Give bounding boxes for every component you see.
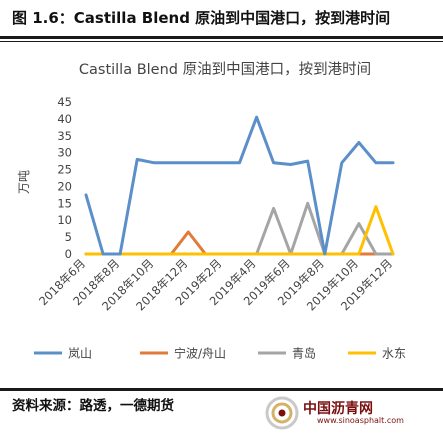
watermark: 中国沥青网 www.sinoasphalt.com (265, 396, 435, 432)
chart-title: Castilla Blend 原油到中国港口，按到港时间 (79, 61, 371, 78)
source-note: 资料来源：路透，一德期货 (12, 398, 174, 414)
watermark-name: 中国沥青网 (303, 401, 373, 417)
series-line-3 (84, 205, 395, 256)
y-axis-label: 万吨 (17, 170, 31, 194)
y-tick-label-7: 35 (57, 129, 72, 143)
y-tick-label-4: 20 (57, 179, 72, 193)
legend: 岚山 宁波/舟山 青岛 水东 (34, 346, 406, 361)
legend-label-2: 青岛 (292, 346, 316, 361)
y-tick-label-2: 10 (57, 213, 72, 227)
top-rule (0, 36, 443, 39)
legend-label-1: 宁波/舟山 (174, 346, 226, 361)
y-tick-label-9: 45 (57, 95, 72, 109)
figure-title: 图 1.6：Castilla Blend 原油到中国港口，按到港时间 (12, 9, 391, 27)
y-tick-label-6: 30 (57, 146, 72, 160)
y-tick-label-5: 25 (57, 163, 72, 177)
y-tick-label-8: 40 (57, 112, 72, 126)
series-line-0 (84, 115, 395, 256)
x-axis: 2018年6月2018年8月2018年10月2018年12月2019年2月201… (36, 253, 395, 313)
chart: Castilla Blend 原油到中国港口，按到港时间 0 5 10 15 20 25 3… (17, 61, 406, 361)
y-axis: 0 5 10 15 20 25 30 35 40 45 (57, 95, 72, 261)
y-tick-label-1: 5 (65, 230, 72, 244)
y-tick-label-0: 0 (65, 247, 72, 261)
plot-area (84, 115, 395, 256)
bottom-rule (0, 388, 443, 391)
watermark-url: www.sinoasphalt.com (317, 416, 404, 425)
legend-label-0: 岚山 (68, 347, 92, 361)
watermark-logo-icon (265, 396, 299, 430)
series-line-2 (84, 201, 395, 256)
legend-label-3: 水东 (382, 347, 406, 361)
y-tick-label-3: 15 (57, 196, 72, 210)
top-rule-thin (0, 41, 443, 42)
